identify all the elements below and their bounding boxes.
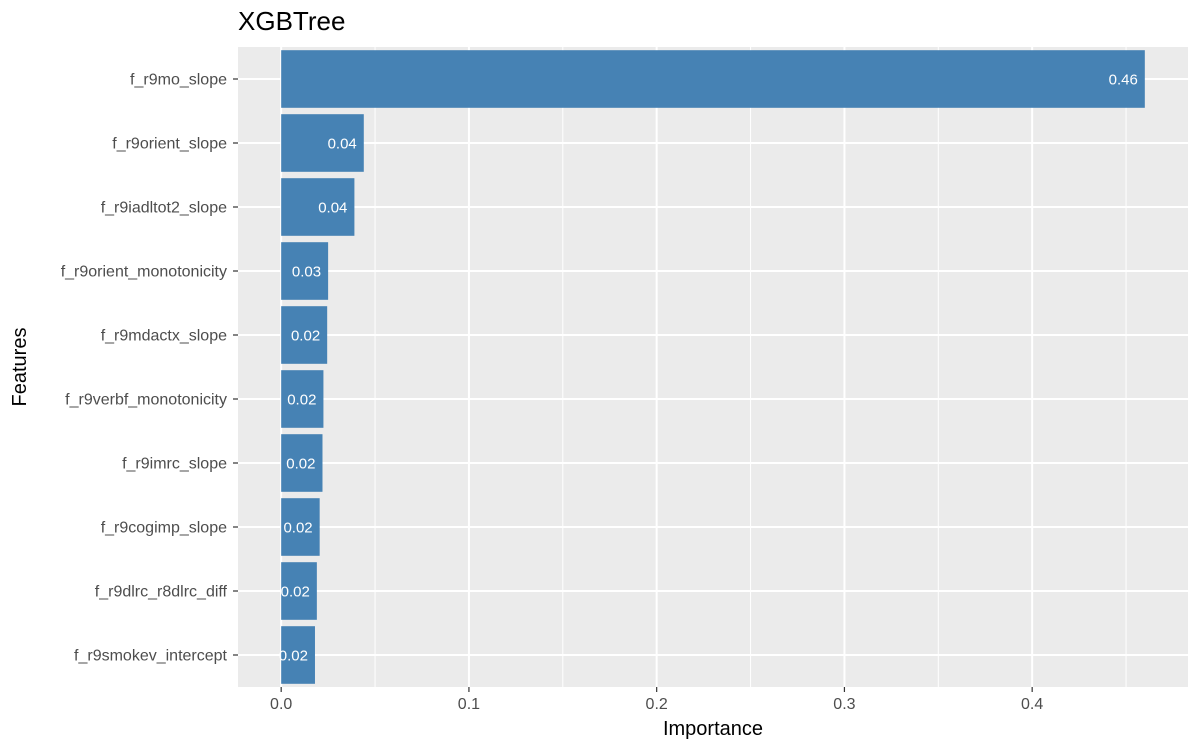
- y-axis-title: Features: [9, 328, 31, 407]
- y-tick-label: f_r9verbf_monotonicity: [65, 392, 227, 409]
- bar-value-label: 0.02: [291, 328, 320, 345]
- bar-value-label: 0.46: [1109, 72, 1138, 89]
- bar-value-label: 0.02: [279, 648, 308, 665]
- y-axis: f_r9mo_slope f_r9orient_slope f_r9iadltot2…: [61, 72, 238, 665]
- x-axis-title: Importance: [663, 718, 763, 740]
- x-tick-label: 0.4: [1021, 696, 1043, 713]
- bar: [281, 626, 315, 684]
- y-tick-label: f_r9cogimp_slope: [101, 520, 227, 537]
- y-tick-label: f_r9iadltot2_slope: [101, 200, 227, 217]
- bar-value-label: 0.03: [292, 264, 321, 281]
- bar: [281, 50, 1145, 108]
- bar-value-label: 0.02: [286, 456, 315, 473]
- bar-value-label: 0.04: [318, 200, 347, 217]
- bar-value-label: 0.02: [281, 584, 310, 601]
- x-axis: 0.0 0.1 0.2 0.3 0.4: [270, 687, 1043, 713]
- x-tick-label: 0.2: [646, 696, 668, 713]
- y-tick-label: f_r9orient_monotonicity: [61, 264, 227, 281]
- bar-value-label: 0.02: [287, 392, 316, 409]
- bar: [281, 114, 364, 172]
- y-tick-label: f_r9mdactx_slope: [101, 328, 227, 345]
- y-tick-label: f_r9smokev_intercept: [74, 648, 228, 665]
- plot-panel: [238, 47, 1188, 687]
- y-tick-label: f_r9dlrc_r8dlrc_diff: [95, 584, 228, 601]
- bar-value-label: 0.02: [283, 520, 312, 537]
- y-tick-label: f_r9mo_slope: [130, 72, 227, 89]
- y-tick-label: f_r9orient_slope: [112, 136, 227, 153]
- x-tick-label: 0.1: [458, 696, 480, 713]
- y-tick-label: f_r9imrc_slope: [122, 456, 227, 473]
- bar-value-label: 0.04: [328, 136, 357, 153]
- data-labels: 0.46 0.04 0.04 0.03 0.02 0.02 0.02 0.02 0.02 0.02: [279, 72, 1138, 665]
- bar: [281, 562, 317, 620]
- bar: [281, 178, 355, 236]
- bars: [281, 50, 1145, 684]
- x-tick-label: 0.3: [833, 696, 855, 713]
- bar: [281, 306, 328, 364]
- chart-title: XGBTree: [238, 6, 345, 36]
- bar: [281, 370, 324, 428]
- bar: [281, 242, 329, 300]
- x-tick-label: 0.0: [270, 696, 292, 713]
- bar: [281, 498, 320, 556]
- bar: [281, 434, 323, 492]
